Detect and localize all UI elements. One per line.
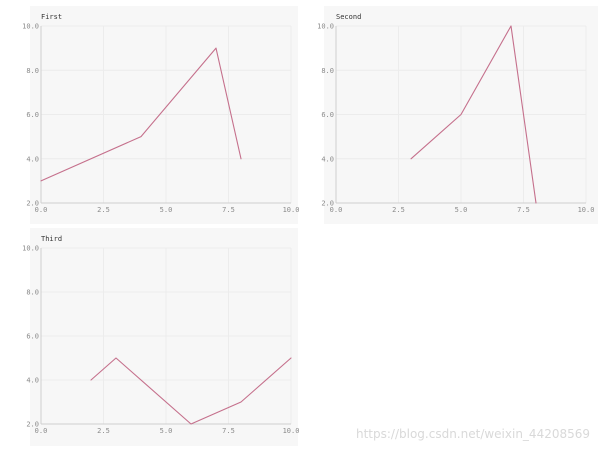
x-tick-label: 0.0 [35, 206, 48, 214]
tick-labels: 0.0 2.5 5.0 7.5 10.0 2.0 4.0 6.0 8.0 10.0 [22, 245, 299, 436]
chart-panel-third: Third 0.0 2.5 5.0 7.5 10.0 2.0 4.0 6.0 8.0 10.0 [22, 228, 299, 446]
chart-panel-second: Second 0.0 2.5 5.0 7.5 10.0 2.0 4.0 6.0 8.0 10.0 [317, 6, 598, 224]
chart-panel-first: First 0.0 2.5 5.0 7.5 10.0 2.0 4.0 6.0 8.0 10.0 [22, 6, 299, 224]
axes-layer [335, 26, 586, 204]
y-tick-label: 4.0 [26, 155, 39, 163]
y-tick-label: 2.0 [26, 200, 39, 208]
x-tick-label: 5.0 [455, 206, 468, 214]
y-tick-label: 8.0 [321, 67, 334, 75]
tick-labels: 0.0 2.5 5.0 7.5 10.0 2.0 4.0 6.0 8.0 10.0 [22, 23, 299, 215]
x-tick-label: 10.0 [283, 427, 300, 435]
y-tick-label: 6.0 [26, 111, 39, 119]
y-tick-label: 10.0 [22, 245, 39, 253]
x-tick-label: 7.5 [517, 206, 530, 214]
chart-title: Second [336, 13, 361, 21]
x-tick-label: 5.0 [160, 427, 173, 435]
y-tick-label: 2.0 [26, 421, 39, 429]
axes-layer [40, 26, 291, 204]
y-tick-label: 6.0 [321, 111, 334, 119]
x-tick-label: 2.5 [97, 206, 110, 214]
series-layer [40, 47, 242, 182]
x-tick-label: 5.0 [160, 206, 173, 214]
x-tick-label: 0.0 [330, 206, 343, 214]
x-tick-label: 0.0 [35, 427, 48, 435]
chart-title: Third [41, 235, 62, 243]
series-layer [90, 357, 292, 425]
y-tick-label: 8.0 [26, 67, 39, 75]
x-tick-label: 2.5 [97, 427, 110, 435]
y-tick-label: 8.0 [26, 289, 39, 297]
series-layer [410, 25, 537, 204]
y-tick-label: 4.0 [26, 377, 39, 385]
watermark: https://blog.csdn.net/weixin_44208569 [356, 427, 591, 441]
y-tick-label: 10.0 [317, 23, 334, 31]
x-tick-label: 7.5 [222, 427, 235, 435]
panel-background [30, 228, 298, 446]
x-tick-label: 10.0 [578, 206, 595, 214]
x-tick-label: 10.0 [283, 206, 300, 214]
axes-layer [40, 248, 291, 425]
tick-labels: 0.0 2.5 5.0 7.5 10.0 2.0 4.0 6.0 8.0 10.0 [317, 23, 594, 215]
y-tick-label: 4.0 [321, 155, 334, 163]
chart-title: First [41, 13, 62, 21]
series-line [410, 25, 537, 204]
y-tick-label: 6.0 [26, 333, 39, 341]
y-tick-label: 2.0 [321, 200, 334, 208]
series-line [40, 47, 242, 182]
series-line [90, 357, 292, 425]
x-tick-label: 7.5 [222, 206, 235, 214]
y-tick-label: 10.0 [22, 23, 39, 31]
x-tick-label: 2.5 [392, 206, 405, 214]
